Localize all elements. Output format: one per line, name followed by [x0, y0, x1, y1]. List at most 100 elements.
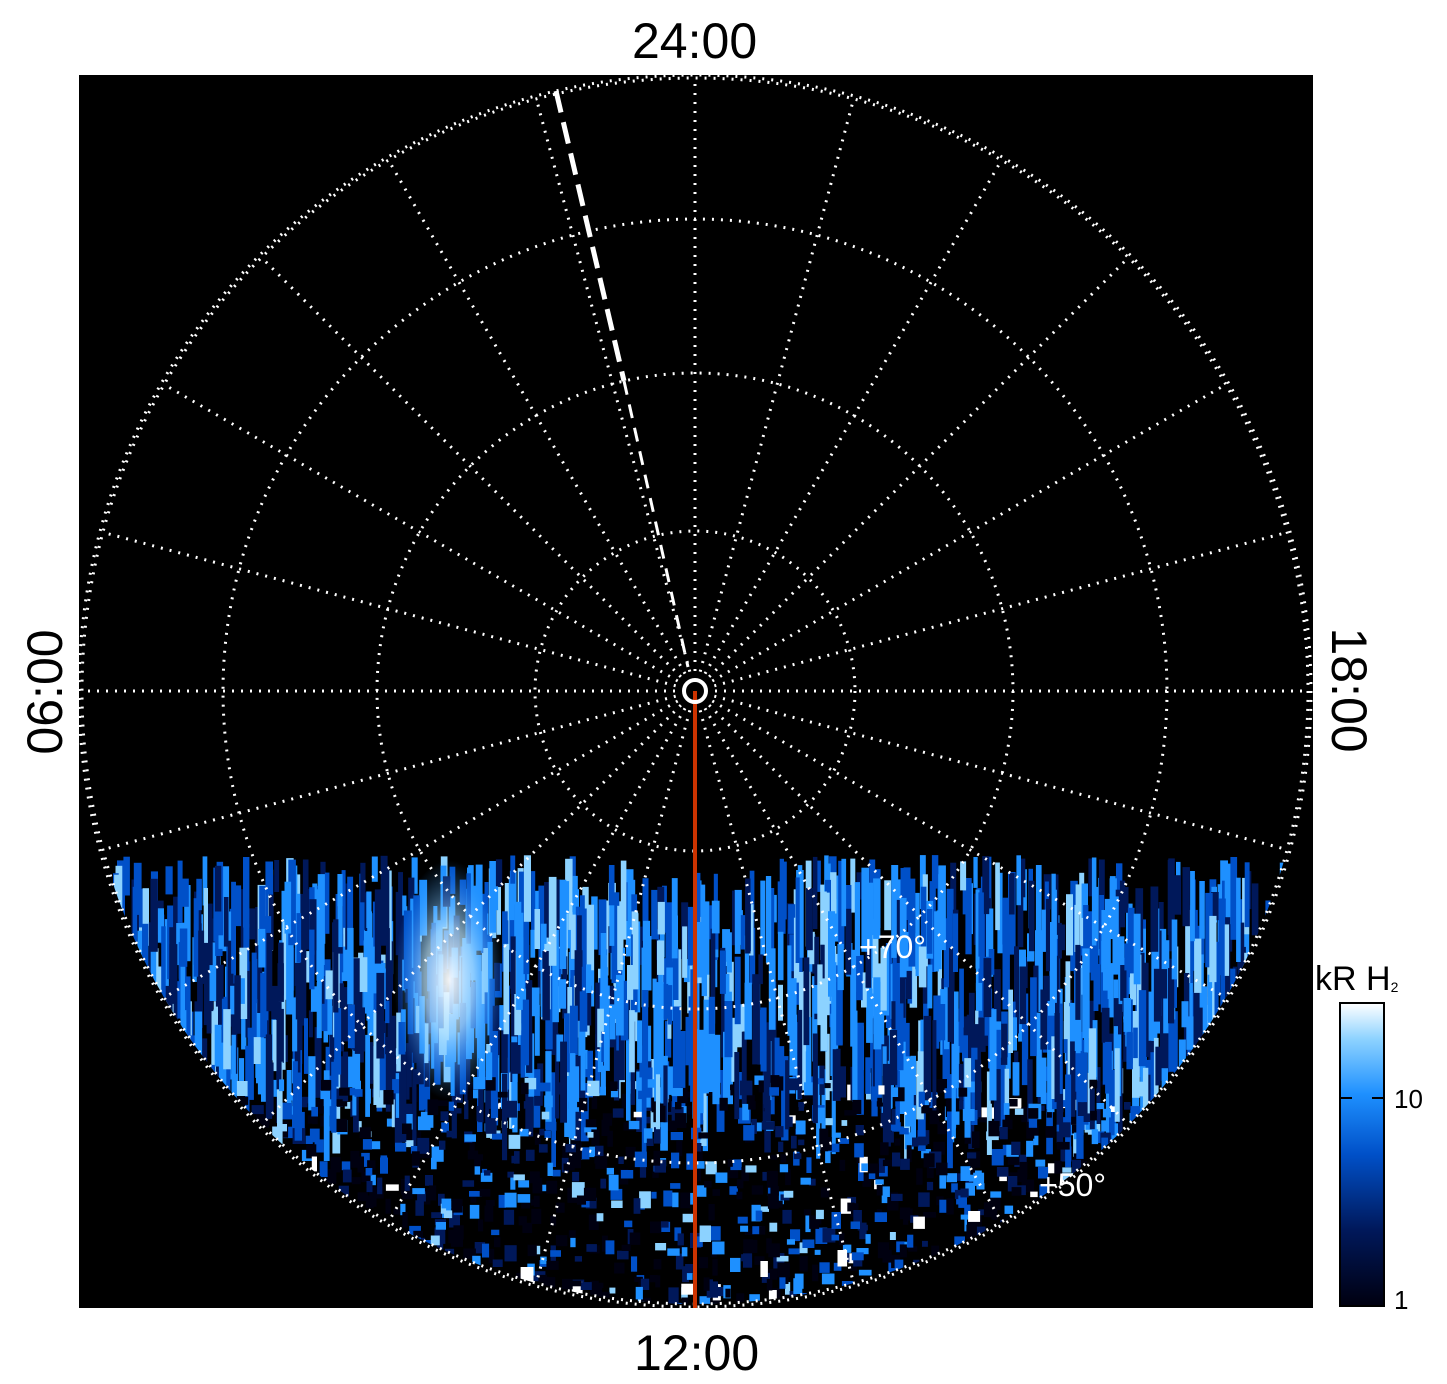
emission-pixel [365, 1202, 374, 1208]
emission-pixel [936, 1162, 948, 1176]
emission-pixel [365, 1168, 373, 1176]
emission-pixel [975, 982, 983, 1011]
emission-pixel [805, 888, 813, 951]
emission-pixel [539, 1128, 545, 1136]
emission-pixel [640, 1278, 650, 1290]
emission-pixel [706, 1281, 718, 1298]
emission-pixel [1101, 1007, 1110, 1043]
emission-pixel [988, 1120, 1000, 1137]
emission-pixel [588, 1214, 599, 1230]
emission-pixel [798, 972, 807, 1052]
emission-pixel [834, 1132, 841, 1138]
emission-pixel [786, 1239, 795, 1245]
emission-pixel [812, 1264, 819, 1282]
emission-pixel [681, 1091, 691, 1098]
emission-pixel [819, 1128, 829, 1145]
emission-pixel [1123, 998, 1131, 1032]
emission-pixel [343, 987, 348, 1019]
emission-pixel [545, 1121, 557, 1131]
emission-pixel [464, 1134, 476, 1142]
emission-pixel [354, 979, 363, 1056]
emission-pixel [801, 1044, 810, 1091]
emission-pixel [392, 1091, 398, 1098]
emission-pixel [357, 1192, 368, 1202]
emission-pixel [1029, 880, 1035, 952]
emission-pixel [311, 1156, 317, 1172]
emission-pixel [923, 1015, 932, 1101]
emission-pixel [814, 936, 820, 1020]
emission-pixel [218, 1042, 227, 1109]
emission-pixel [587, 1050, 593, 1098]
emission-pixel [758, 954, 763, 985]
emission-pixel [655, 1074, 660, 1130]
emission-pixel [614, 1262, 625, 1274]
emission-pixel [410, 1146, 421, 1154]
emission-pixel [721, 966, 727, 1058]
emission-pixel [766, 1170, 778, 1188]
emission-pixel [921, 1105, 930, 1114]
emission-pixel [584, 1127, 597, 1133]
emission-pixel [836, 965, 843, 1045]
emission-pixel [1186, 1016, 1194, 1050]
emission-pixel [570, 1280, 582, 1287]
emission-pixel [779, 1164, 789, 1173]
emission-pixel [610, 1089, 619, 1098]
emission-pixel [626, 1039, 631, 1121]
emission-pixel [260, 973, 268, 1038]
emission-pixel [359, 1127, 371, 1139]
emission-pixel [214, 865, 222, 912]
emission-pixel [361, 1152, 370, 1167]
emission-pixel [533, 1195, 540, 1207]
emission-pixel [655, 1243, 667, 1251]
emission-pixel [469, 1089, 481, 1099]
emission-pixel [968, 992, 975, 1087]
emission-pixel [603, 985, 610, 1071]
emission-pixel [861, 867, 870, 952]
emission-pixel [740, 1225, 749, 1232]
emission-pixel [169, 944, 178, 1004]
emission-pixel [1155, 1046, 1161, 1086]
emission-pixel [965, 878, 972, 955]
emission-pixel [341, 925, 349, 955]
emission-pixel [547, 1162, 553, 1176]
emission-pixel [581, 908, 589, 982]
emission-pixel [737, 1216, 748, 1224]
emission-pixel [1194, 938, 1202, 993]
emission-pixel [602, 1113, 613, 1126]
emission-pixel [507, 1171, 515, 1178]
emission-pixel [964, 1132, 971, 1144]
emission-pixel [666, 1066, 674, 1095]
emission-pixel [878, 1085, 885, 1095]
emission-pixel [699, 1296, 711, 1304]
emission-pixel [874, 1034, 882, 1098]
emission-pixel [1081, 883, 1088, 918]
emission-pixel [675, 1253, 684, 1270]
emission-pixel [959, 968, 964, 1028]
emission-pixel [343, 1009, 350, 1042]
emission-pixel [766, 1278, 773, 1291]
emission-pixel [568, 1230, 576, 1238]
emission-pixel [257, 946, 263, 1013]
emission-pixel [1017, 1169, 1027, 1183]
emission-pixel [590, 1280, 599, 1295]
emission-pixel [1101, 1120, 1113, 1132]
emission-pixel [342, 1051, 349, 1102]
emission-pixel [385, 1198, 391, 1214]
emission-pixel [223, 1061, 231, 1092]
emission-pixel [586, 1244, 597, 1252]
emission-pixel [663, 1190, 673, 1207]
emission-pixel [316, 889, 324, 981]
emission-pixel [359, 873, 365, 946]
emission-pixel [621, 1244, 631, 1251]
emission-pixel [671, 878, 678, 959]
emission-pixel [347, 876, 354, 931]
emission-pixel [586, 904, 594, 971]
emission-pixel [805, 1215, 811, 1233]
emission-pixel [824, 1083, 831, 1089]
emission-pixel [670, 1132, 683, 1141]
emission-pixel [591, 896, 598, 950]
emission-pixel [967, 1218, 977, 1235]
emission-pixel [1051, 873, 1056, 963]
emission-pixel [729, 1186, 738, 1195]
emission-pixel [480, 1172, 493, 1182]
